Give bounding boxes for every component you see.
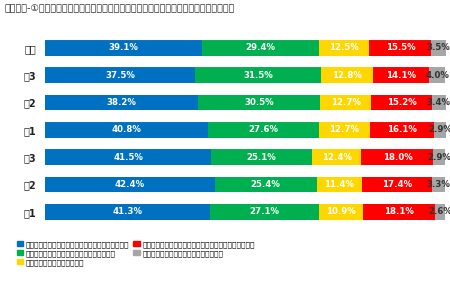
Text: 16.1%: 16.1% [387,125,417,134]
Text: 12.7%: 12.7% [331,98,360,107]
Bar [198,95,320,111]
Bar [202,40,320,56]
Text: 15.2%: 15.2% [387,98,416,107]
Text: 27.6%: 27.6% [249,125,279,134]
Text: 4.0%: 4.0% [425,71,449,80]
Bar [320,95,371,111]
Bar [195,67,321,83]
Bar [434,122,446,138]
Bar [432,177,445,192]
Text: グラフ１-①　あなたは与えられた課題に対してどのように取り組むことが多いですか？: グラフ１-① あなたは与えられた課題に対してどのように取り組むことが多いですか？ [4,5,235,14]
Bar [312,149,361,165]
Text: 3.3%: 3.3% [427,180,450,189]
Bar [363,204,435,220]
Text: 40.8%: 40.8% [112,125,142,134]
Text: 2.9%: 2.9% [428,153,450,162]
Text: 2.6%: 2.6% [428,207,450,216]
Legend: まず動いてみて、うまくいかなかったら次を考える, 本やインターネットで情報を調べて対応する, 対応できそうな人に相談する, 課題をじっくり見極め、最適な方法を見: まず動いてみて、うまくいかなかったら次を考える, 本やインターネットで情報を調べ… [17,241,255,265]
Text: 3.4%: 3.4% [427,98,450,107]
Bar [208,122,319,138]
Text: 39.1%: 39.1% [108,43,138,53]
Text: 12.7%: 12.7% [329,125,360,134]
Text: 12.4%: 12.4% [322,153,351,162]
Text: 37.5%: 37.5% [105,71,135,80]
Bar [45,149,211,165]
Text: 12.5%: 12.5% [329,43,359,53]
Text: 31.5%: 31.5% [243,71,273,80]
Bar [319,204,363,220]
Text: 41.3%: 41.3% [112,207,143,216]
Bar [45,177,215,192]
Bar [45,40,202,56]
Text: 25.4%: 25.4% [251,180,281,189]
Bar [45,122,208,138]
Text: 3.5%: 3.5% [427,43,450,53]
Bar [435,204,446,220]
Text: 2.9%: 2.9% [428,125,450,134]
Bar [45,204,211,220]
Bar [371,95,432,111]
Text: 30.5%: 30.5% [244,98,274,107]
Text: 11.4%: 11.4% [324,180,354,189]
Text: 18.0%: 18.0% [382,153,412,162]
Bar [429,67,445,83]
Bar [45,67,195,83]
Text: 25.1%: 25.1% [247,153,276,162]
Text: 41.5%: 41.5% [113,153,143,162]
Bar [361,149,433,165]
Text: 14.1%: 14.1% [386,71,416,80]
Text: 15.5%: 15.5% [386,43,415,53]
Bar [45,95,198,111]
Bar [319,122,370,138]
Text: 29.4%: 29.4% [245,43,275,53]
Bar [369,40,432,56]
Text: 12.8%: 12.8% [332,71,362,80]
Text: 18.1%: 18.1% [384,207,414,216]
Bar [362,177,432,192]
Text: 38.2%: 38.2% [107,98,136,107]
Bar [215,177,316,192]
Text: 10.9%: 10.9% [326,207,356,216]
Bar [321,67,373,83]
Bar [211,149,312,165]
Bar [432,95,446,111]
Bar [433,149,445,165]
Text: 27.1%: 27.1% [250,207,279,216]
Bar [320,40,369,56]
Bar [370,122,434,138]
Bar [432,40,446,56]
Bar [316,177,362,192]
Text: 42.4%: 42.4% [115,180,145,189]
Bar [373,67,429,83]
Text: 17.4%: 17.4% [382,180,412,189]
Bar [211,204,319,220]
